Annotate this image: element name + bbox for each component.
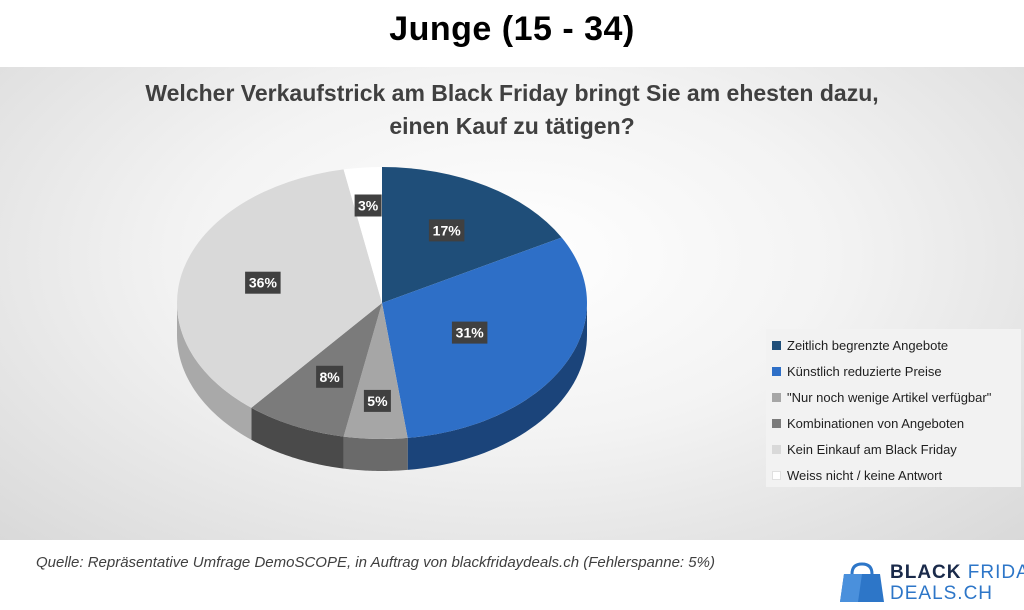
data-label-box	[428, 219, 465, 242]
chart-title-line-2: einen Kauf zu tätigen?	[389, 113, 635, 139]
pie-data-labels: 17% 31% 5% 8% 36% 3%	[245, 194, 488, 412]
legend-item-nur-noch-wenige-artikel-verf-gbar[interactable]: "Nur noch wenige Artikel verfügbar"	[772, 384, 1021, 410]
logo-word-deals: DEALS.CH	[890, 583, 994, 604]
data-label-kombinationen-von-angeboten: 8%	[316, 365, 344, 388]
logo-line-1: BLACK FRIDAY	[890, 562, 1024, 584]
legend-label: Künstlich reduzierte Preise	[787, 363, 942, 379]
data-label-text: 31%	[456, 325, 485, 341]
data-label-nur-noch-wenige-artikel-verf-gbar: 5%	[363, 389, 391, 412]
data-label-box	[354, 194, 382, 217]
chart-title: Welcher Verkaufstrick am Black Friday br…	[60, 77, 964, 143]
legend-label: Zeitlich begrenzte Angebote	[787, 337, 949, 353]
data-label-text: 36%	[249, 275, 278, 291]
pie-side-nur-noch-wenige-artikel-verf-gbar	[343, 436, 408, 471]
legend-swatch	[772, 470, 781, 480]
data-label-box	[245, 271, 281, 294]
legend-item-weiss-nicht-keine-antwort[interactable]: Weiss nicht / keine Antwort	[772, 462, 1021, 488]
shopping-bag-icon	[840, 562, 884, 602]
page-title: Junge (15 - 34)	[389, 10, 635, 48]
logo-word-friday: FRIDAY	[967, 562, 1024, 583]
pie-chart: 17% 31% 5% 8% 36% 3%	[177, 167, 588, 471]
pie-side-kombinationen-von-angeboten	[251, 407, 344, 469]
legend-item-kombinationen-von-angeboten[interactable]: Kombinationen von Angeboten	[772, 410, 1021, 436]
data-label-k-nstlich-reduzierte-preise: 31%	[451, 321, 488, 344]
data-label-kein-einkauf-am-black-friday: 36%	[245, 271, 281, 294]
legend-label: Weiss nicht / keine Antwort	[787, 467, 943, 483]
legend-item-kein-einkauf-am-black-friday[interactable]: Kein Einkauf am Black Friday	[772, 436, 1021, 462]
data-label-weiss-nicht-keine-antwort: 3%	[354, 194, 382, 217]
data-label-box	[316, 365, 344, 388]
legend-label: Kein Einkauf am Black Friday	[787, 441, 957, 457]
data-label-box	[451, 321, 488, 344]
data-label-zeitlich-begrenzte-angebote: 17%	[428, 219, 465, 242]
legend-swatch	[772, 392, 781, 402]
chart-title-line-1: Welcher Verkaufstrick am Black Friday br…	[145, 80, 879, 106]
data-label-text: 17%	[433, 222, 462, 238]
data-label-text: 3%	[358, 198, 379, 214]
legend-label: Kombinationen von Angeboten	[787, 415, 965, 431]
legend-swatch	[772, 418, 781, 428]
chart-panel: Welcher Verkaufstrick am Black Friday br…	[0, 67, 1024, 540]
data-label-box	[363, 389, 391, 412]
blackfridaydeals-logo[interactable]: BLACK FRIDAY DEALS.CH	[838, 560, 1024, 604]
legend-label: "Nur noch wenige Artikel verfügbar"	[787, 389, 992, 405]
legend-swatch	[772, 366, 781, 376]
pie-side-k-nstlich-reduzierte-preise	[407, 303, 587, 470]
chart-legend: Zeitlich begrenzte Angebote Künstlich red…	[766, 329, 1021, 487]
legend-swatch	[772, 340, 781, 350]
logo-word-black: BLACK	[890, 562, 962, 583]
data-label-text: 5%	[367, 393, 388, 409]
legend-item-zeitlich-begrenzte-angebote[interactable]: Zeitlich begrenzte Angebote	[772, 332, 1021, 358]
pie-side-kein-einkauf-am-black-friday	[177, 303, 252, 440]
pie-side-walls	[177, 303, 587, 471]
legend-swatch	[772, 444, 781, 454]
data-label-text: 8%	[319, 369, 340, 385]
source-note: Quelle: Repräsentative Umfrage DemoSCOPE…	[36, 554, 715, 571]
pie-slice-nur-noch-wenige-artikel-verf-gbar[interactable]	[343, 303, 408, 440]
pie-slice-zeitlich-begrenzte-angebote[interactable]	[382, 167, 562, 303]
legend-item-k-nstlich-reduzierte-preise[interactable]: Künstlich reduzierte Preise	[772, 358, 1021, 384]
